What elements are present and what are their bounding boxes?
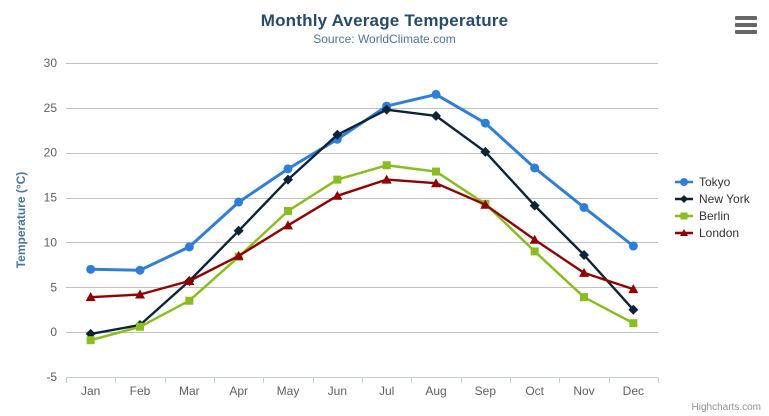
data-point-berlin[interactable] [136, 322, 144, 331]
data-point-london[interactable] [381, 174, 392, 184]
y-tick-label: -5 [46, 370, 57, 384]
data-point-tokyo[interactable] [431, 89, 441, 99]
legend-symbol[interactable] [680, 178, 688, 186]
y-tick-label: 30 [44, 56, 58, 70]
legend-label: Berlin [699, 209, 730, 223]
y-tick-label: 10 [44, 235, 58, 249]
data-point-tokyo[interactable] [480, 118, 490, 128]
data-point-london[interactable] [184, 276, 195, 286]
data-point-tokyo[interactable] [579, 202, 589, 212]
y-tick-label: 0 [50, 325, 57, 339]
data-point-london[interactable] [431, 178, 441, 188]
y-tick-label: 5 [50, 280, 57, 294]
legend-marker-diamond-icon [675, 195, 693, 203]
y-tick-label: 20 [44, 146, 58, 160]
legend-marker-circle-icon [675, 178, 693, 186]
credits-link[interactable]: Highcharts.com [691, 402, 761, 413]
y-axis-title: Temperature (°C) [14, 172, 28, 269]
data-point-berlin[interactable] [530, 247, 539, 256]
data-point-london[interactable] [283, 220, 293, 230]
series-tokyo [86, 89, 638, 275]
data-point-london[interactable] [85, 292, 96, 302]
data-point-london[interactable] [579, 267, 589, 277]
data-point-tokyo[interactable] [135, 265, 145, 275]
chart-context-menu-button[interactable] [732, 13, 760, 37]
legend-marker-square-icon [675, 212, 693, 220]
data-point-london[interactable] [135, 289, 145, 299]
data-point-berlin[interactable] [185, 296, 194, 305]
legend-item-tokyo[interactable]: Tokyo [674, 175, 750, 189]
data-point-berlin[interactable] [432, 167, 440, 176]
x-axis-labels: Jan Feb Mar Apr May Jun Jul Aug Sep Oct Nov Dec [81, 384, 644, 398]
legend-label: New York [699, 192, 750, 206]
y-axis-labels: 30 25 20 15 10 5 0 -5 [44, 56, 58, 384]
x-tick-label: Oct [525, 384, 544, 398]
legend-symbol[interactable] [680, 229, 688, 236]
data-point-london[interactable] [480, 199, 491, 209]
data-point-tokyo[interactable] [530, 163, 540, 173]
chart-subtitle: Source: WorldClimate.com [313, 32, 456, 46]
legend-marker-triangle-icon [675, 229, 693, 236]
y-tick-label: 25 [44, 101, 58, 115]
data-point-berlin[interactable] [629, 319, 638, 328]
legend-label: London [699, 226, 740, 240]
x-tick-label: Sep [475, 384, 497, 398]
data-point-tokyo[interactable] [184, 242, 194, 252]
series-line-berlin [89, 164, 635, 342]
series-line-london [89, 178, 635, 299]
series-london [85, 174, 639, 302]
data-point-new-york[interactable] [233, 225, 244, 236]
x-axis [66, 377, 659, 383]
data-point-berlin[interactable] [284, 207, 292, 216]
data-point-berlin[interactable] [333, 175, 342, 184]
data-point-london[interactable] [628, 284, 639, 294]
legend-item-berlin[interactable]: Berlin [674, 209, 750, 223]
x-tick-label: May [277, 384, 300, 398]
data-point-new-york[interactable] [381, 104, 392, 115]
data-point-london[interactable] [332, 190, 343, 200]
legend: Tokyo New York Berlin London [674, 175, 750, 240]
data-point-new-york[interactable] [283, 174, 293, 185]
x-tick-label: Mar [179, 384, 200, 398]
x-tick-label: Jan [81, 384, 100, 398]
series-line-tokyo [89, 92, 635, 272]
series-new-york [85, 104, 639, 339]
data-point-new-york[interactable] [431, 110, 441, 121]
chart-title: Monthly Average Temperature [260, 11, 509, 30]
x-tick-label: Nov [573, 384, 594, 398]
x-tick-label: Aug [425, 384, 446, 398]
legend-label: Tokyo [699, 175, 731, 189]
data-point-tokyo[interactable] [86, 264, 96, 274]
legend-symbol[interactable] [680, 195, 688, 203]
data-point-new-york[interactable] [628, 304, 639, 315]
data-point-london[interactable] [233, 250, 244, 260]
x-tick-label: Dec [623, 384, 644, 398]
series-line-new-york [89, 108, 635, 336]
y-tick-label: 15 [44, 191, 58, 205]
x-tick-label: Jul [379, 384, 394, 398]
x-tick-label: Apr [229, 384, 248, 398]
data-point-berlin[interactable] [580, 293, 588, 302]
grid-lines [66, 63, 658, 378]
data-point-new-york[interactable] [332, 129, 343, 140]
x-tick-label: Jun [328, 384, 347, 398]
data-point-london[interactable] [529, 234, 540, 244]
data-point-new-york[interactable] [529, 200, 540, 211]
hamburger-icon [735, 16, 757, 34]
data-point-berlin[interactable] [86, 336, 95, 345]
legend-item-london[interactable]: London [674, 226, 750, 240]
legend-item-new-york[interactable]: New York [674, 192, 750, 206]
data-point-tokyo[interactable] [283, 164, 293, 174]
data-point-new-york[interactable] [579, 249, 589, 260]
data-point-tokyo[interactable] [234, 197, 244, 207]
x-tick-label: Feb [130, 384, 151, 398]
data-point-new-york[interactable] [480, 146, 491, 157]
legend-symbol[interactable] [680, 212, 688, 220]
data-point-berlin[interactable] [382, 161, 391, 170]
data-point-tokyo[interactable] [628, 241, 638, 251]
series-berlin [86, 161, 638, 345]
